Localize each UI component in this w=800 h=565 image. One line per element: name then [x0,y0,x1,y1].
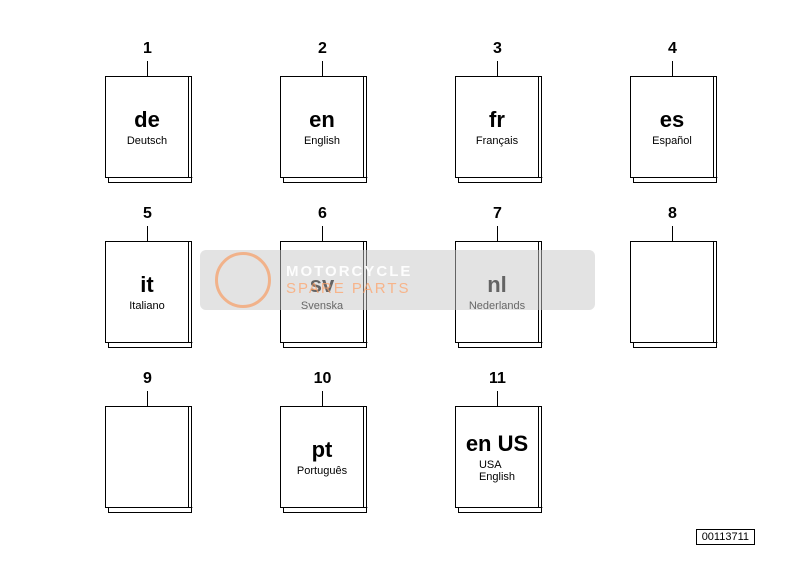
book-number: 7 [493,205,502,223]
book-cell-3: 3 fr Français [410,40,585,205]
book-cell-1: 1 de Deutsch [60,40,235,205]
watermark-line1: MOTORCYCLE [286,263,412,280]
watermark-logo-icon [215,252,271,308]
book-icon: en English [280,76,365,181]
part-number: 00113711 [696,529,755,545]
book-cell-2: 2 en English [235,40,410,205]
language-name: Español [652,135,692,147]
book-icon: en USUSAEnglish [455,406,540,511]
connector-line [322,391,323,406]
language-code: pt [312,437,333,463]
language-code: de [134,107,160,133]
book-icon [630,241,715,346]
language-name: Français [476,135,518,147]
book-number: 9 [143,370,152,388]
book-cell-11: 11 en USUSAEnglish [410,370,585,535]
language-code: en [309,107,335,133]
connector-line [497,226,498,241]
book-cell-9: 9 [60,370,235,535]
book-icon: fr Français [455,76,540,181]
book-number: 4 [668,40,677,58]
language-code: en US [466,431,528,457]
connector-line [672,61,673,76]
watermark-text: MOTORCYCLE SPARE PARTS [286,263,412,297]
connector-line [322,226,323,241]
book-icon: pt Português [280,406,365,511]
book-number: 5 [143,205,152,223]
language-name: Deutsch [127,135,167,147]
book-icon [105,406,190,511]
book-icon: it Italiano [105,241,190,346]
book-number: 10 [314,370,332,388]
language-code: es [660,107,684,133]
book-number: 8 [668,205,677,223]
connector-line [147,226,148,241]
book-number: 3 [493,40,502,58]
watermark: MOTORCYCLE SPARE PARTS [200,250,595,310]
connector-line [672,226,673,241]
language-name: English [304,135,340,147]
connector-line [497,391,498,406]
connector-line [147,61,148,76]
book-icon: de Deutsch [105,76,190,181]
language-name: Português [297,465,347,477]
book-number: 11 [489,370,506,388]
book-number: 1 [143,40,152,58]
book-cell-8: 8 [585,205,760,370]
book-icon: es Español [630,76,715,181]
watermark-line2: SPARE PARTS [286,280,412,297]
connector-line [322,61,323,76]
connector-line [147,391,148,406]
book-number: 6 [318,205,327,223]
book-number: 2 [318,40,327,58]
language-code: it [140,272,153,298]
language-name: Italiano [129,300,164,312]
book-cell-10: 10 pt Português [235,370,410,535]
language-code: fr [489,107,505,133]
connector-line [497,61,498,76]
book-cell-4: 4 es Español [585,40,760,205]
language-name: USAEnglish [479,459,515,483]
